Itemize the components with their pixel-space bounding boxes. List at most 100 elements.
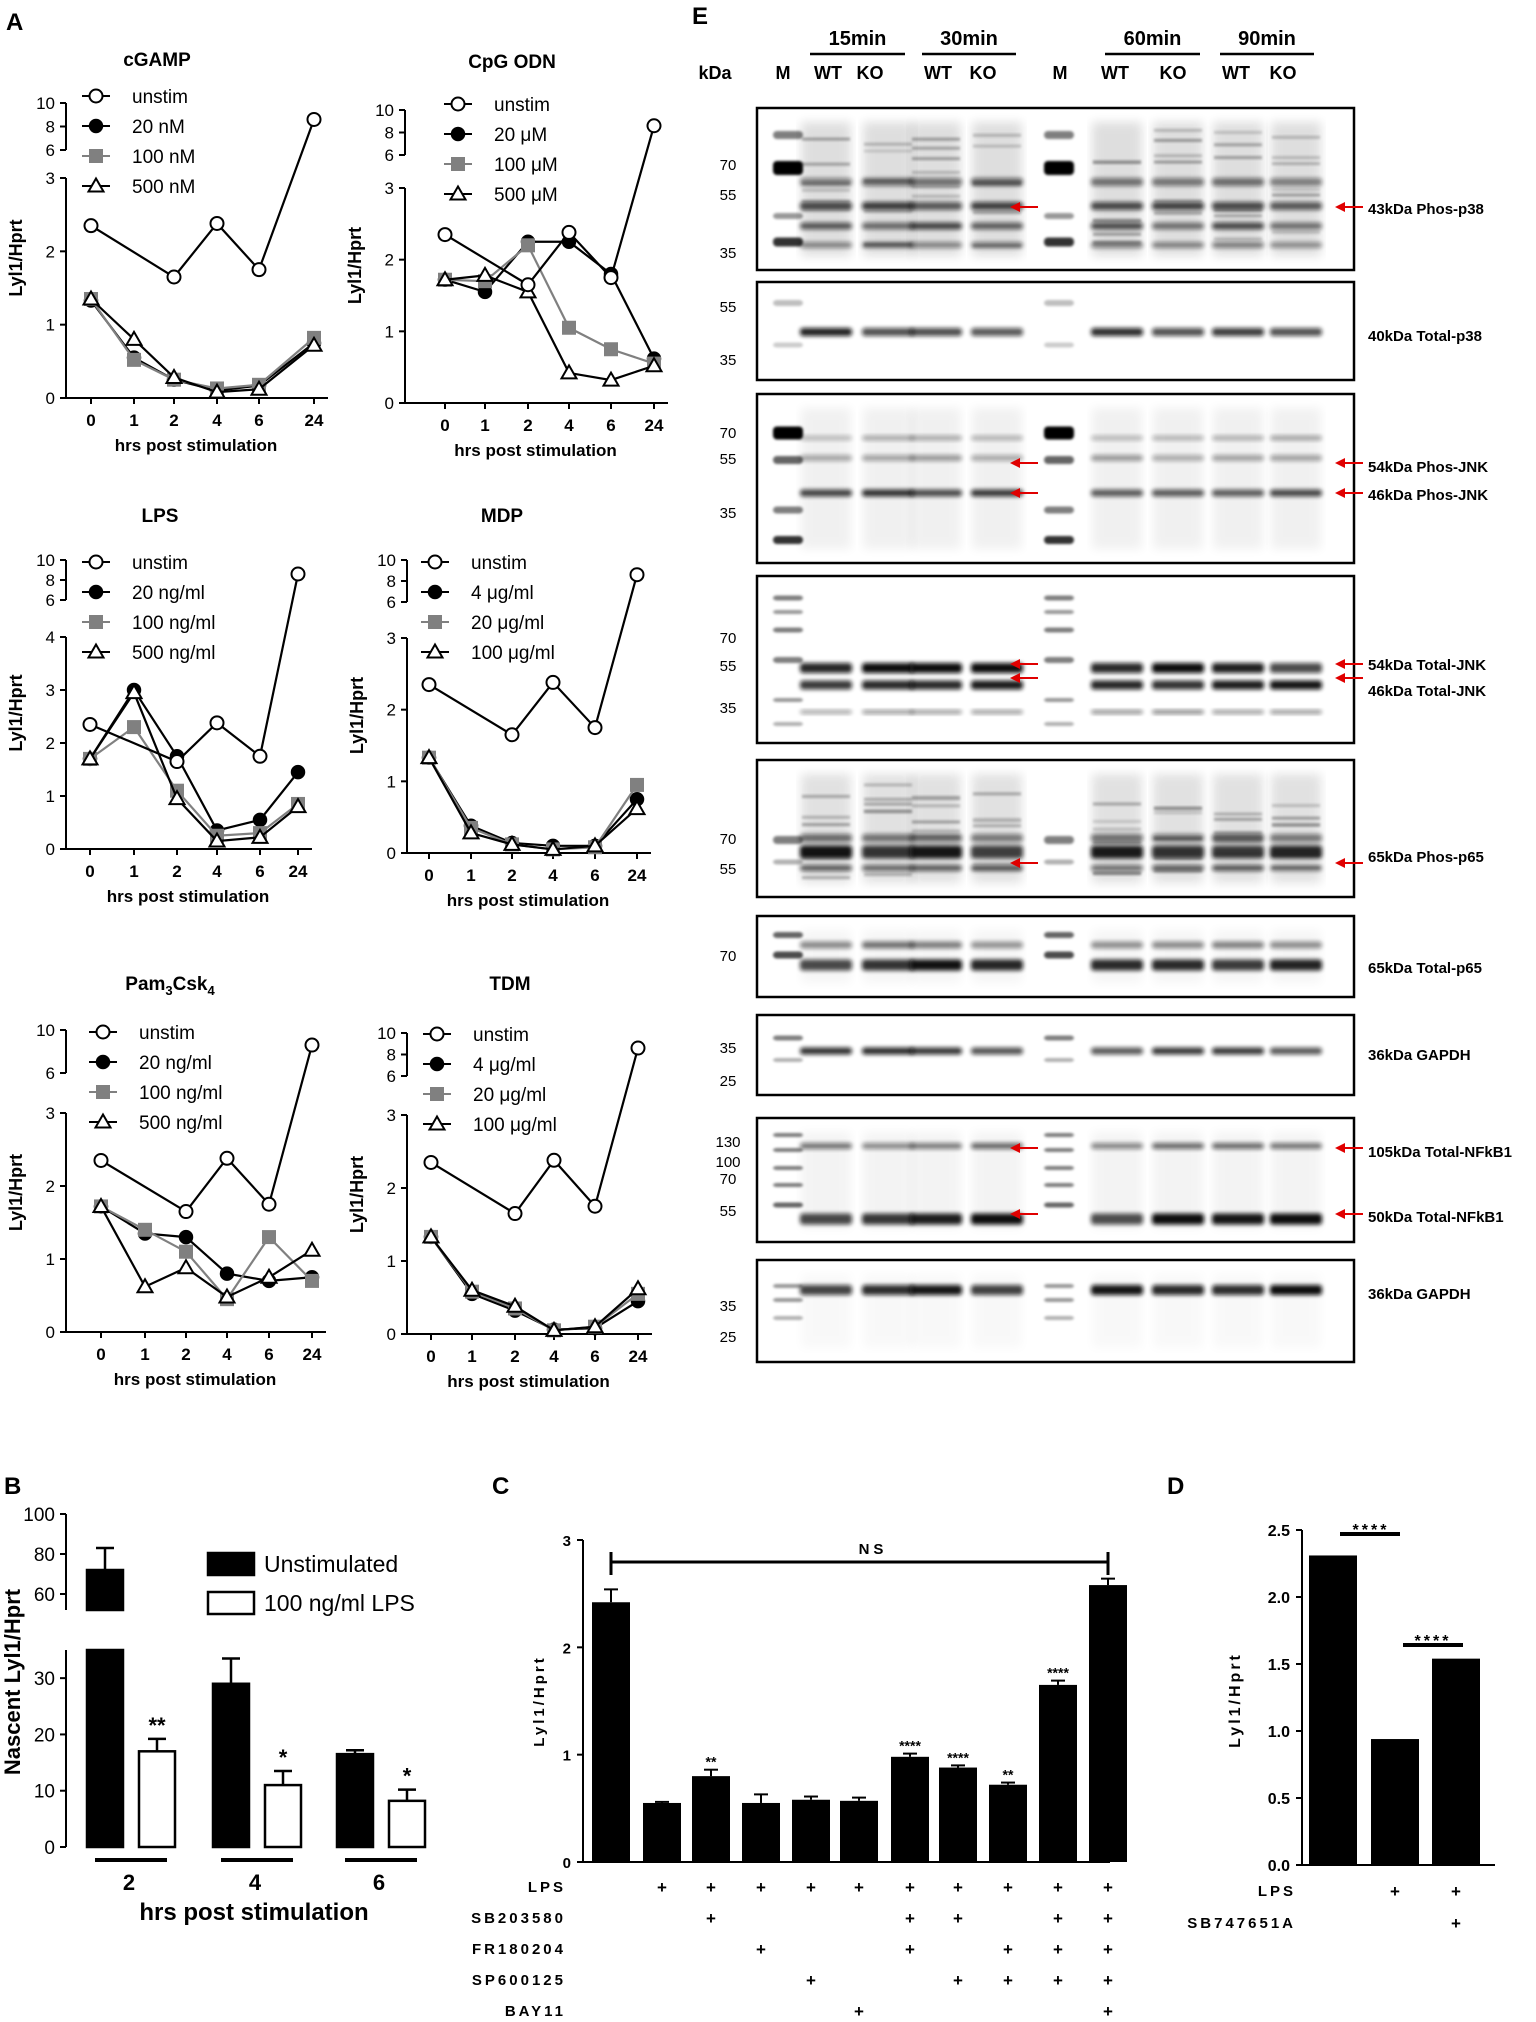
data-point: [628, 1279, 648, 1296]
protein-band: [1152, 222, 1204, 230]
protein-band: [971, 455, 1023, 461]
x-tick-label: 4: [549, 1347, 559, 1366]
ladder-band: [773, 237, 803, 247]
data-point: [251, 262, 267, 278]
protein-band: [1212, 328, 1264, 336]
legend-marker: [427, 584, 443, 600]
data-point: [502, 834, 522, 851]
red-arrowhead: [1010, 458, 1020, 468]
data-point: [585, 836, 605, 853]
chart-title: LPS: [142, 506, 179, 527]
kda-marker: 55: [720, 187, 737, 204]
protein-band: [1212, 435, 1264, 441]
panel-e: kDa M M 15min 30min 60min 90min WT KO WT KO WT KO WT K…: [698, 28, 1512, 1364]
data-point: [127, 352, 141, 367]
x-tick-label: 2: [510, 1347, 519, 1366]
data-point: [290, 764, 306, 780]
y-tick-label: 10: [34, 1782, 55, 1803]
minor-band: [802, 794, 850, 798]
ladder-band: [773, 342, 803, 348]
bar: [692, 1776, 730, 1862]
x-tick-label: 6: [590, 866, 599, 885]
protein-band: [971, 845, 1023, 859]
y-tick-label: 2: [385, 251, 394, 270]
kda-marker: 35: [720, 700, 737, 717]
kda-marker: 55: [720, 861, 737, 878]
minor-band: [1214, 839, 1262, 843]
bar: [85, 1648, 125, 1849]
minor-band: [864, 802, 912, 806]
protein-band: [800, 959, 852, 971]
x-axis-label: hrs post stimulation: [114, 1370, 276, 1389]
protein-band: [1270, 680, 1322, 690]
protein-band: [1212, 1047, 1264, 1055]
lane-smear: [911, 930, 961, 983]
protein-band: [910, 1047, 962, 1055]
minor-band: [912, 795, 960, 799]
ladder-band: [773, 1183, 803, 1187]
data-point: [83, 218, 99, 234]
data-point: [629, 567, 645, 583]
protein-band: [910, 1143, 962, 1149]
data-point: [306, 111, 322, 127]
blot-panel-6: [755, 1013, 1356, 1097]
protein-band: [1091, 1285, 1143, 1295]
data-point: [603, 270, 619, 286]
y-tick-label: 10: [36, 551, 55, 570]
x-tick-label: 6: [373, 1870, 385, 1895]
panel-b: 0 10 20 30 60 80 100 Nascent Lyl1/Hprt ** 2 * 4 * 6hr…: [0, 1505, 427, 1926]
protein-band: [971, 222, 1023, 230]
chart-title: MDP: [481, 506, 524, 527]
protein-band: [1270, 845, 1322, 859]
minor-band: [802, 850, 850, 854]
bar: [211, 1682, 251, 1849]
y-tick-label: 20: [34, 1725, 55, 1746]
lane-smear: [1271, 930, 1321, 983]
legend-label: unstim: [132, 553, 188, 574]
y-tick-label: 3: [46, 681, 55, 700]
protein-label: 65kDa Phos-p65: [1368, 849, 1484, 866]
y-tick-label: 0.5: [1268, 1791, 1290, 1808]
protein-band: [862, 680, 914, 690]
lane-smear: [863, 774, 913, 883]
legend-marker: [88, 554, 104, 570]
bar: [387, 1799, 427, 1849]
kda-marker: 70: [720, 1171, 737, 1188]
x-tick-label: 0: [85, 862, 94, 881]
legend-label: 500 ng/ml: [139, 1113, 222, 1134]
minor-band: [1093, 232, 1141, 236]
y-tick-label: 4: [46, 628, 55, 647]
kda-marker: 130: [715, 1134, 740, 1151]
minor-band: [1093, 802, 1141, 806]
legend-marker: [428, 615, 442, 629]
legend-marker: [86, 176, 106, 193]
series-line-3: [100, 1205, 313, 1299]
y-tick-label: 3: [46, 169, 55, 188]
y-tick-label: 0: [387, 844, 396, 863]
red-arrowhead: [1010, 858, 1020, 868]
genotype-label: KO: [970, 63, 997, 83]
x-tick-label: 0: [426, 1347, 435, 1366]
treatment-mark: +: [953, 1971, 963, 1990]
protein-band: [1270, 1143, 1322, 1149]
ladder-band: [1044, 213, 1074, 219]
bar: [137, 1750, 177, 1849]
protein-band: [971, 1285, 1023, 1295]
y-tick-label: 0: [46, 389, 55, 408]
legend-label: 100 ng/ml LPS: [264, 1590, 415, 1616]
series-line-3: [444, 274, 655, 382]
y-tick-label: 6: [387, 1067, 396, 1086]
y-tick-label: 1: [46, 316, 55, 335]
y-axis-label: Lyl1/Hprt: [6, 674, 26, 751]
protein-band: [1212, 455, 1264, 461]
ladder-band: [773, 1133, 803, 1137]
y-axis-label: Lyl1/Hprt: [6, 1154, 26, 1231]
x-tick-label: 1: [467, 1347, 476, 1366]
data-point: [604, 342, 618, 357]
lane-smear: [1153, 408, 1203, 549]
protein-band: [800, 710, 852, 714]
y-tick-label: 0: [387, 1325, 396, 1344]
protein-band: [971, 680, 1023, 690]
